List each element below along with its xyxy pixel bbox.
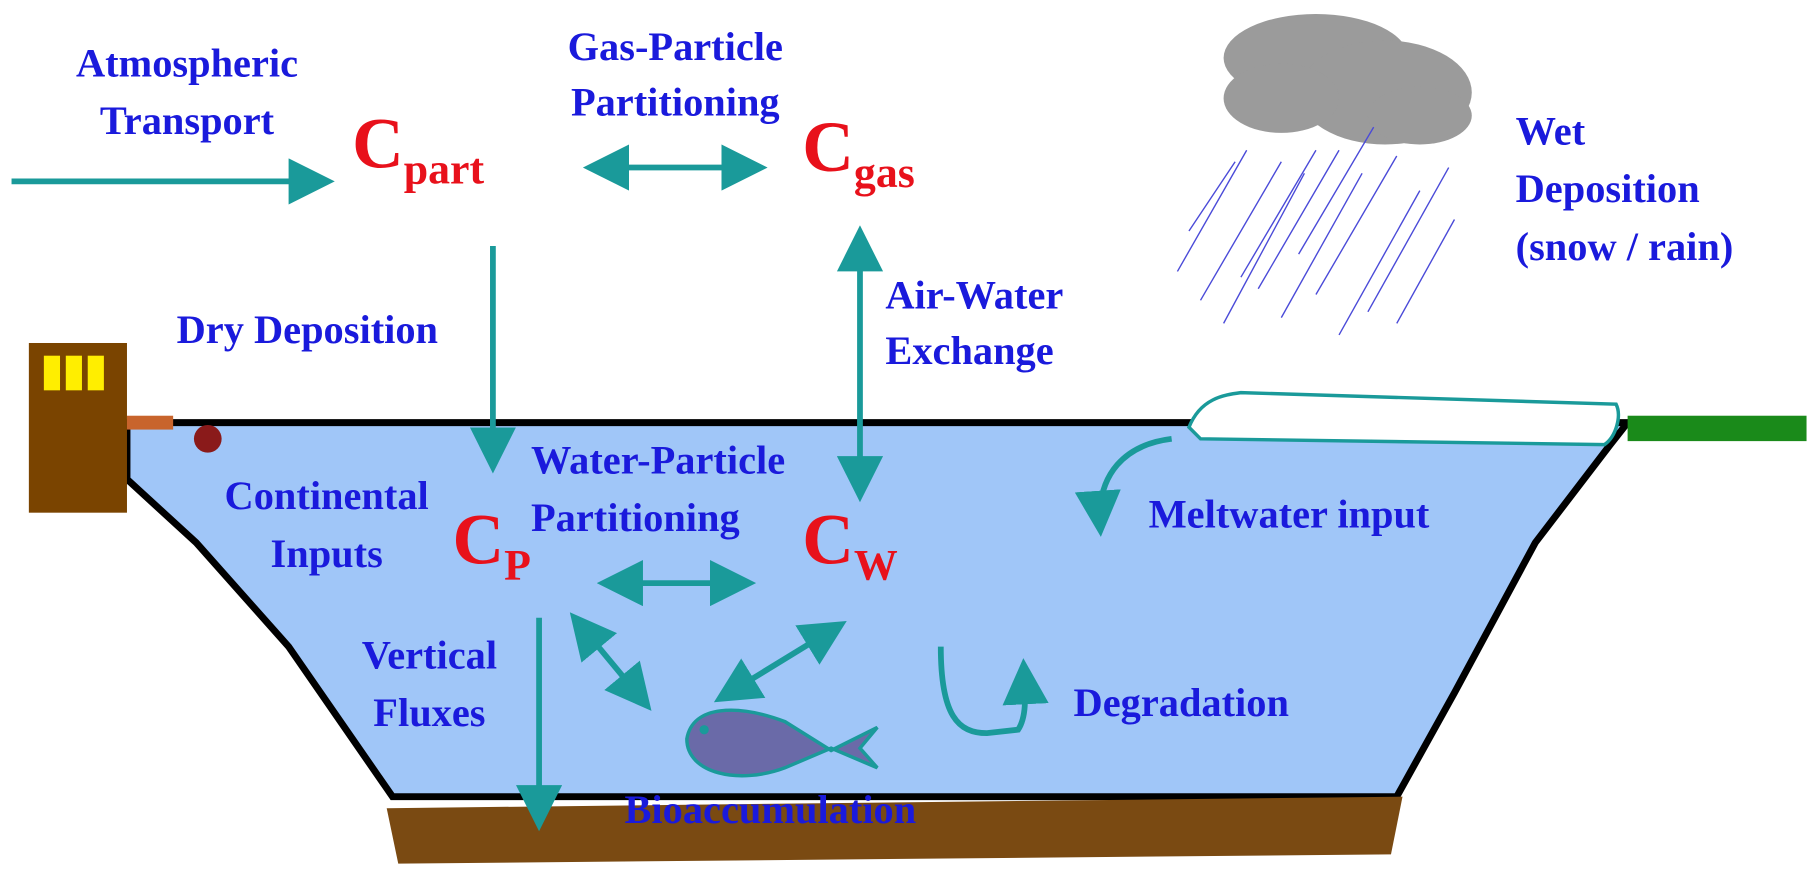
- rain: [1177, 127, 1454, 335]
- air-water-label: Air-Water: [885, 272, 1063, 317]
- gas-particle-label: Gas-Particle: [568, 24, 783, 69]
- symbol: C: [802, 500, 854, 579]
- concentration: Cgas: [802, 108, 915, 197]
- vertical-label: Vertical: [362, 633, 497, 678]
- subscript: part: [404, 146, 485, 194]
- subscript: W: [854, 542, 898, 590]
- symbol: C: [453, 500, 505, 579]
- continental-label: Inputs: [271, 531, 383, 576]
- continental-label: Continental: [225, 473, 429, 518]
- diagram: Atmospheric Transport Gas-Particle Partitio…: [0, 0, 1810, 873]
- effluent: [194, 425, 222, 453]
- symbol: C: [802, 108, 854, 187]
- page: {"labels": { "atmospheric_transport": ["…: [0, 0, 1810, 873]
- degradation-label: Degradation: [1074, 680, 1289, 725]
- wet-deposition-label: Deposition: [1516, 166, 1700, 211]
- water-particle-label: Water-Particle: [531, 437, 785, 482]
- cloud: [1224, 14, 1472, 144]
- meltwater-label: Meltwater input: [1149, 492, 1430, 537]
- bioaccumulation-label: Bioaccumulation: [624, 787, 916, 832]
- subscript: P: [504, 542, 531, 590]
- wet-deposition-label: Wet: [1516, 108, 1586, 153]
- concentration: Cpart: [352, 105, 484, 194]
- gas-particle-label: Partitioning: [571, 80, 780, 125]
- atmospheric-transport-label: Transport: [100, 98, 275, 143]
- atmospheric-transport-label: Atmospheric: [76, 40, 298, 85]
- dry-deposition-label: Dry Deposition: [177, 307, 438, 352]
- symbol: C: [352, 105, 404, 184]
- shore: [1628, 416, 1807, 441]
- vertical-label: Fluxes: [373, 690, 485, 735]
- ice-floe: [1189, 393, 1618, 445]
- air-water-label: Exchange: [885, 328, 1053, 373]
- windows: [44, 356, 104, 391]
- subscript: gas: [854, 149, 915, 197]
- pipe: [127, 416, 173, 430]
- water-particle-label: Partitioning: [531, 495, 740, 540]
- wet-deposition-label: (snow / rain): [1516, 224, 1734, 269]
